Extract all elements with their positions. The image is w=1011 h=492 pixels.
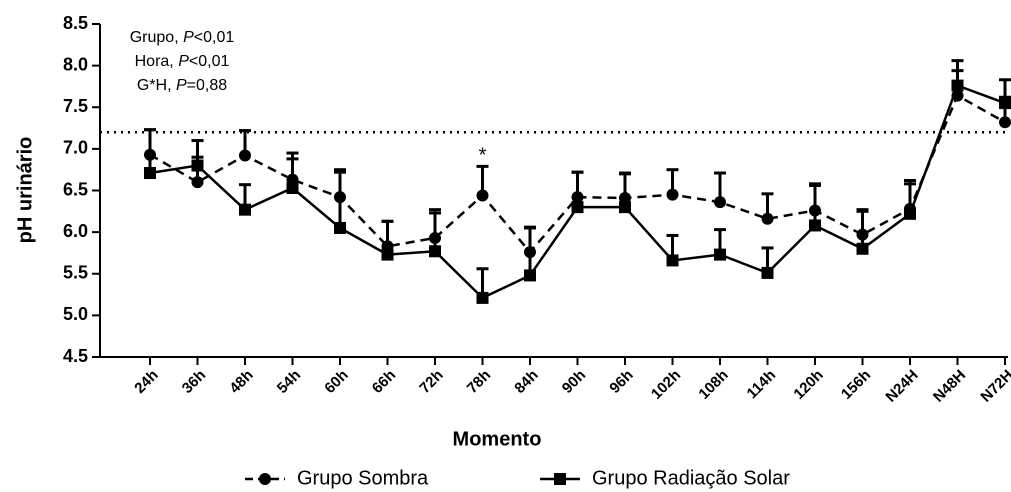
x-tick-label: 90h xyxy=(559,367,589,397)
point xyxy=(239,149,251,162)
point xyxy=(239,203,251,216)
point xyxy=(476,189,489,202)
y-tick-label: 5.5 xyxy=(63,263,88,283)
point xyxy=(191,159,204,172)
y-tick-label: 7.5 xyxy=(63,96,88,116)
annotation-part: P xyxy=(183,29,194,46)
y-tick-label: 6.5 xyxy=(63,179,88,199)
point xyxy=(761,212,774,225)
x-tick-label: N72H xyxy=(977,367,1011,406)
annotation-part: <0,01 xyxy=(194,29,235,46)
annotation-part: =0,88 xyxy=(187,77,228,94)
x-tick-label: 60h xyxy=(321,367,351,397)
x-tick-label: 48h xyxy=(226,367,256,397)
x-tick-label: 156h xyxy=(838,367,874,403)
point xyxy=(476,291,489,304)
x-tick-label: 96h xyxy=(606,367,636,397)
y-tick-label: 8.0 xyxy=(63,54,88,74)
x-tick-label: 78h xyxy=(464,367,494,397)
point xyxy=(999,97,1011,110)
y-tick-label: 4.5 xyxy=(63,346,88,366)
annotation-part: <0,01 xyxy=(189,53,230,70)
legend-marker xyxy=(259,473,271,485)
x-tick-label: N48H xyxy=(930,367,969,406)
y-tick-label: 8.5 xyxy=(63,13,88,33)
y-tick-label: 6.0 xyxy=(63,221,88,241)
point xyxy=(714,196,726,209)
y-tick-label: 5.0 xyxy=(63,304,88,324)
point xyxy=(714,248,726,261)
x-tick-label: 102h xyxy=(648,367,684,403)
annotation-part: G*H, xyxy=(137,77,176,94)
point xyxy=(334,221,346,234)
point xyxy=(619,201,631,214)
x-tick-label: 24h xyxy=(131,367,161,397)
x-tick-label: 108h xyxy=(695,367,731,403)
point xyxy=(524,269,536,282)
point xyxy=(191,176,204,189)
x-tick-label: N24H xyxy=(882,367,921,406)
legend-marker xyxy=(554,473,566,485)
annotation-part: Grupo, xyxy=(130,29,183,46)
point xyxy=(904,207,916,220)
x-tick-label: 54h xyxy=(274,367,304,397)
point xyxy=(666,254,679,267)
annotation-part: P xyxy=(176,77,187,94)
annotation: Grupo, P<0,01 xyxy=(130,29,235,46)
x-tick-label: 114h xyxy=(744,367,780,403)
point xyxy=(286,182,299,195)
annotation: Hora, P<0,01 xyxy=(135,53,230,70)
legend-label: Grupo Sombra xyxy=(297,467,429,489)
significance-mark: * xyxy=(479,145,487,167)
x-tick-label: 36h xyxy=(179,367,209,397)
annotation-part: P xyxy=(178,53,189,70)
x-tick-label: 84h xyxy=(511,367,541,397)
point xyxy=(809,219,821,232)
x-tick-label: 120h xyxy=(790,367,826,403)
y-tick-label: 7.0 xyxy=(63,138,88,158)
point xyxy=(666,188,679,201)
point xyxy=(381,248,394,261)
point xyxy=(856,242,869,255)
x-tick-label: 72h xyxy=(416,367,446,397)
annotation: G*H, P=0,88 xyxy=(137,77,227,94)
point xyxy=(761,266,774,279)
legend-label: Grupo Radiação Solar xyxy=(592,467,790,489)
point xyxy=(144,167,156,180)
x-axis-label: Momento xyxy=(453,428,542,450)
point xyxy=(429,245,441,258)
point xyxy=(951,79,964,92)
y-axis-label: pH urinário xyxy=(14,137,36,244)
point xyxy=(999,116,1011,129)
point xyxy=(571,201,584,214)
annotation-part: Hora, xyxy=(135,53,179,70)
x-tick-label: 66h xyxy=(369,367,399,397)
